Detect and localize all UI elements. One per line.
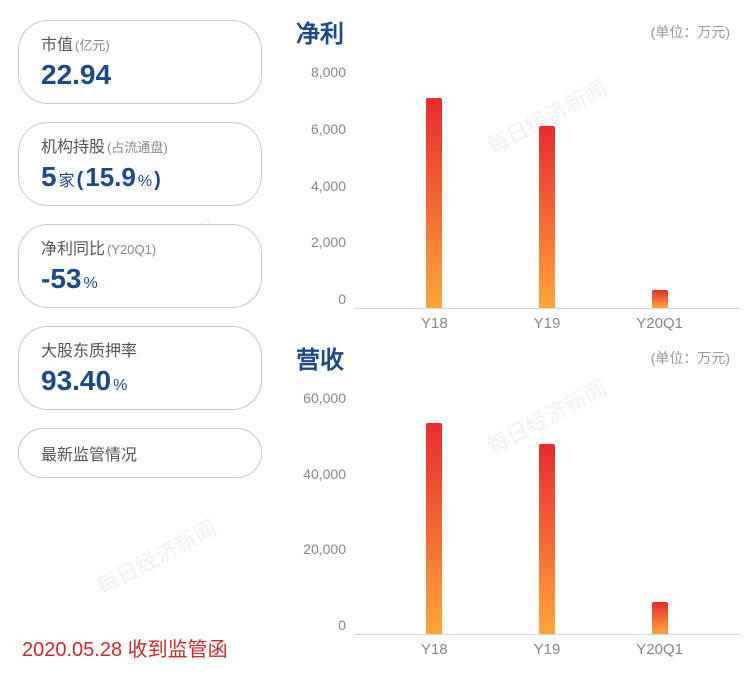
y-tick: 4,000 <box>311 179 346 193</box>
y-tick: 2,000 <box>311 235 346 249</box>
stat-value-row: 93.40 % <box>41 365 239 397</box>
stat-unit: % <box>113 377 127 395</box>
stat-institutional-holding: 机构持股 (占流通盘) 5 家 ( 15.9 % ) <box>18 122 262 206</box>
stat-regulatory: 最新监管情况 <box>18 428 262 478</box>
y-tick: 0 <box>338 292 346 306</box>
stat-label-text: 最新监管情况 <box>41 441 137 465</box>
y-tick: 20,000 <box>303 542 346 556</box>
stat-label-text: 大股东质押率 <box>41 337 137 361</box>
main-container: 市值 (亿元) 22.94 机构持股 (占流通盘) 5 家 ( 15.9 % ) <box>0 0 750 676</box>
stat-value-row: 22.94 <box>41 59 239 91</box>
chart-bar <box>539 444 555 634</box>
chart-title: 营收 <box>296 340 344 375</box>
chart-bar <box>652 602 668 634</box>
x-tick: Y20Q1 <box>635 641 685 658</box>
stat-label-sub: (亿元) <box>75 35 110 54</box>
y-tick: 8,000 <box>311 65 346 79</box>
stat-value: 22.94 <box>41 59 111 91</box>
chart-header: 净利 (单位：万元) <box>290 14 740 55</box>
stat-profit-yoy: 净利同比 (Y20Q1) -53 % <box>18 224 262 308</box>
x-tick: Y20Q1 <box>635 315 685 332</box>
chart-plot: Y18 Y19 Y20Q1 <box>354 381 740 658</box>
chart-unit: (单位：万元) <box>651 22 730 42</box>
stat-unit: % <box>138 173 152 191</box>
stat-value-row: -53 % <box>41 263 239 295</box>
stat-label: 大股东质押率 <box>41 337 239 361</box>
y-tick: 0 <box>338 618 346 632</box>
stat-pledge-rate: 大股东质押率 93.40 % <box>18 326 262 410</box>
x-tick: Y18 <box>409 641 459 658</box>
chart-plot: Y18 Y19 Y20Q1 <box>354 55 740 332</box>
y-axis: 0 20,000 40,000 60,000 <box>290 381 354 658</box>
chart-net-profit: 净利 (单位：万元) 02,0004,0006,0008,000 Y18Y19Y… <box>290 14 740 340</box>
x-tick: Y18 <box>409 315 459 332</box>
x-axis: Y18 Y19 Y20Q1 <box>354 309 740 332</box>
y-tick: 6,000 <box>311 122 346 136</box>
stat-label: 机构持股 (占流通盘) <box>41 133 239 157</box>
stat-unit-prefix: 家 <box>59 167 75 191</box>
chart-bars <box>354 391 740 635</box>
stat-label-sub: (Y20Q1) <box>107 242 156 257</box>
stat-label-text: 净利同比 <box>41 235 105 259</box>
chart-header: 营收 (单位：万元) <box>290 340 740 381</box>
stat-market-cap: 市值 (亿元) 22.94 <box>18 20 262 104</box>
x-axis: Y18 Y19 Y20Q1 <box>354 635 740 658</box>
chart-revenue: 营收 (单位：万元) 0 20,000 40,000 60,000 Y18 Y19 Y20… <box>290 340 740 666</box>
chart-area: 0 2,000 4,000 6,000 8,000 Y18 Y19 Y20Q1 <box>290 55 740 340</box>
chart-bar <box>652 290 668 308</box>
x-tick: Y19 <box>522 641 572 658</box>
chart-bar <box>426 98 442 308</box>
stat-value: -53 <box>41 263 81 295</box>
stat-label: 最新监管情况 <box>41 441 239 465</box>
chart-title: 净利 <box>296 14 344 49</box>
stat-label: 净利同比 (Y20Q1) <box>41 235 239 259</box>
chart-area: 0 20,000 40,000 60,000 Y18 Y19 Y20Q1 <box>290 381 740 666</box>
bracket-close: ) <box>154 169 161 192</box>
regulatory-notice: 2020.05.28 收到监管函 <box>18 633 262 662</box>
stat-label: 市值 (亿元) <box>41 31 239 55</box>
bracket-open: ( <box>77 169 84 192</box>
stat-unit: % <box>83 275 97 293</box>
stats-panel: 市值 (亿元) 22.94 机构持股 (占流通盘) 5 家 ( 15.9 % ) <box>0 0 280 676</box>
stat-label-text: 市值 <box>41 31 73 55</box>
stat-value: 15.9 <box>85 162 136 193</box>
y-tick: 40,000 <box>303 467 346 481</box>
chart-bar <box>539 126 555 308</box>
stat-value-prefix: 5 <box>41 161 57 193</box>
chart-bars <box>354 65 740 309</box>
x-tick: Y19 <box>522 315 572 332</box>
chart-unit: (单位：万元) <box>651 348 730 368</box>
stat-value: 93.40 <box>41 365 111 397</box>
y-tick: 60,000 <box>303 391 346 405</box>
charts-panel: 净利 (单位：万元) 02,0004,0006,0008,000 Y18Y19Y… <box>280 0 750 676</box>
stat-value-row: 5 家 ( 15.9 % ) <box>41 161 239 193</box>
chart-bar <box>426 423 442 634</box>
y-axis: 0 2,000 4,000 6,000 8,000 <box>290 55 354 332</box>
stat-label-text: 机构持股 <box>41 133 105 157</box>
stat-label-sub: (占流通盘) <box>107 137 168 156</box>
